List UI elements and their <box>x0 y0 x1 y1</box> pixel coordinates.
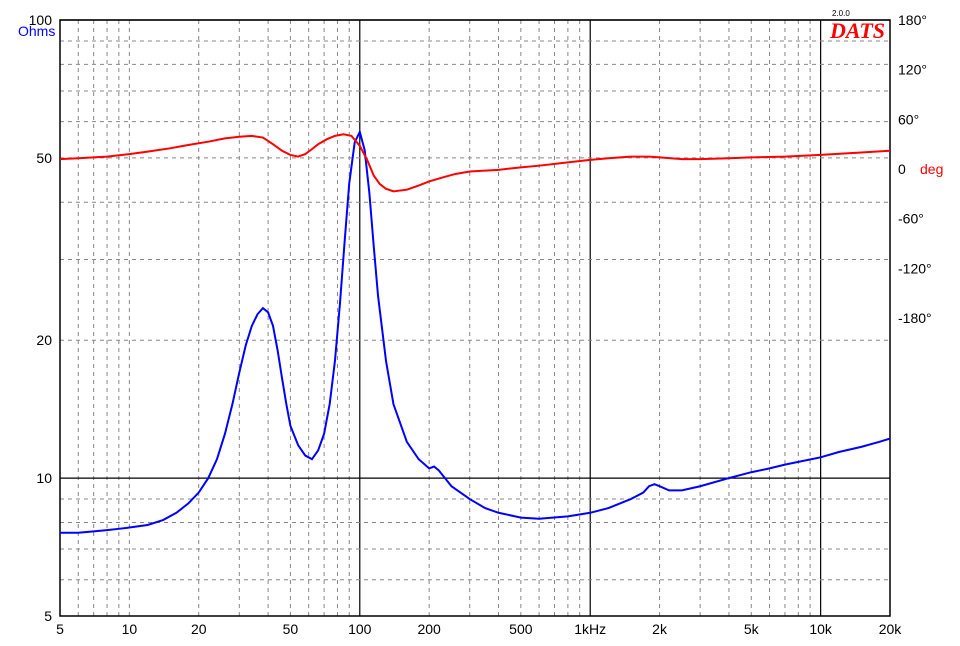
x-tick-label: 50 <box>283 621 299 637</box>
x-tick-label: 5k <box>744 621 760 637</box>
x-tick-label: 200 <box>417 621 441 637</box>
y-right-tick-label: -60° <box>898 211 924 227</box>
x-tick-label: 10k <box>809 621 833 637</box>
y-left-axis-label: Ohms <box>18 23 55 39</box>
y-left-tick-label: 5 <box>44 608 52 624</box>
x-tick-label: 100 <box>348 621 372 637</box>
impedance-chart: 51020501002005001kHz2k5k10k20k5102050100… <box>0 0 960 646</box>
y-right-tick-label: 180° <box>898 12 927 28</box>
x-tick-label: 20k <box>879 621 903 637</box>
x-tick-label: 1kHz <box>574 621 606 637</box>
chart-svg: 51020501002005001kHz2k5k10k20k5102050100… <box>0 0 960 646</box>
x-tick-label: 20 <box>191 621 207 637</box>
y-left-tick-label: 50 <box>36 150 52 166</box>
y-right-tick-label: 120° <box>898 62 927 78</box>
y-right-tick-label: -180° <box>898 310 932 326</box>
x-tick-label: 10 <box>122 621 138 637</box>
y-right-tick-label: -120° <box>898 260 932 276</box>
x-tick-label: 500 <box>509 621 533 637</box>
x-tick-label: 2k <box>652 621 668 637</box>
y-right-tick-label: 60° <box>898 111 919 127</box>
x-tick-label: 5 <box>56 621 64 637</box>
y-right-axis-label: deg <box>920 161 943 177</box>
y-left-tick-label: 20 <box>36 332 52 348</box>
watermark-version: 2.0.0 <box>832 9 850 18</box>
y-left-tick-label: 10 <box>36 470 52 486</box>
watermark-text: DATS <box>829 18 885 43</box>
y-right-tick-label: 0 <box>898 161 906 177</box>
